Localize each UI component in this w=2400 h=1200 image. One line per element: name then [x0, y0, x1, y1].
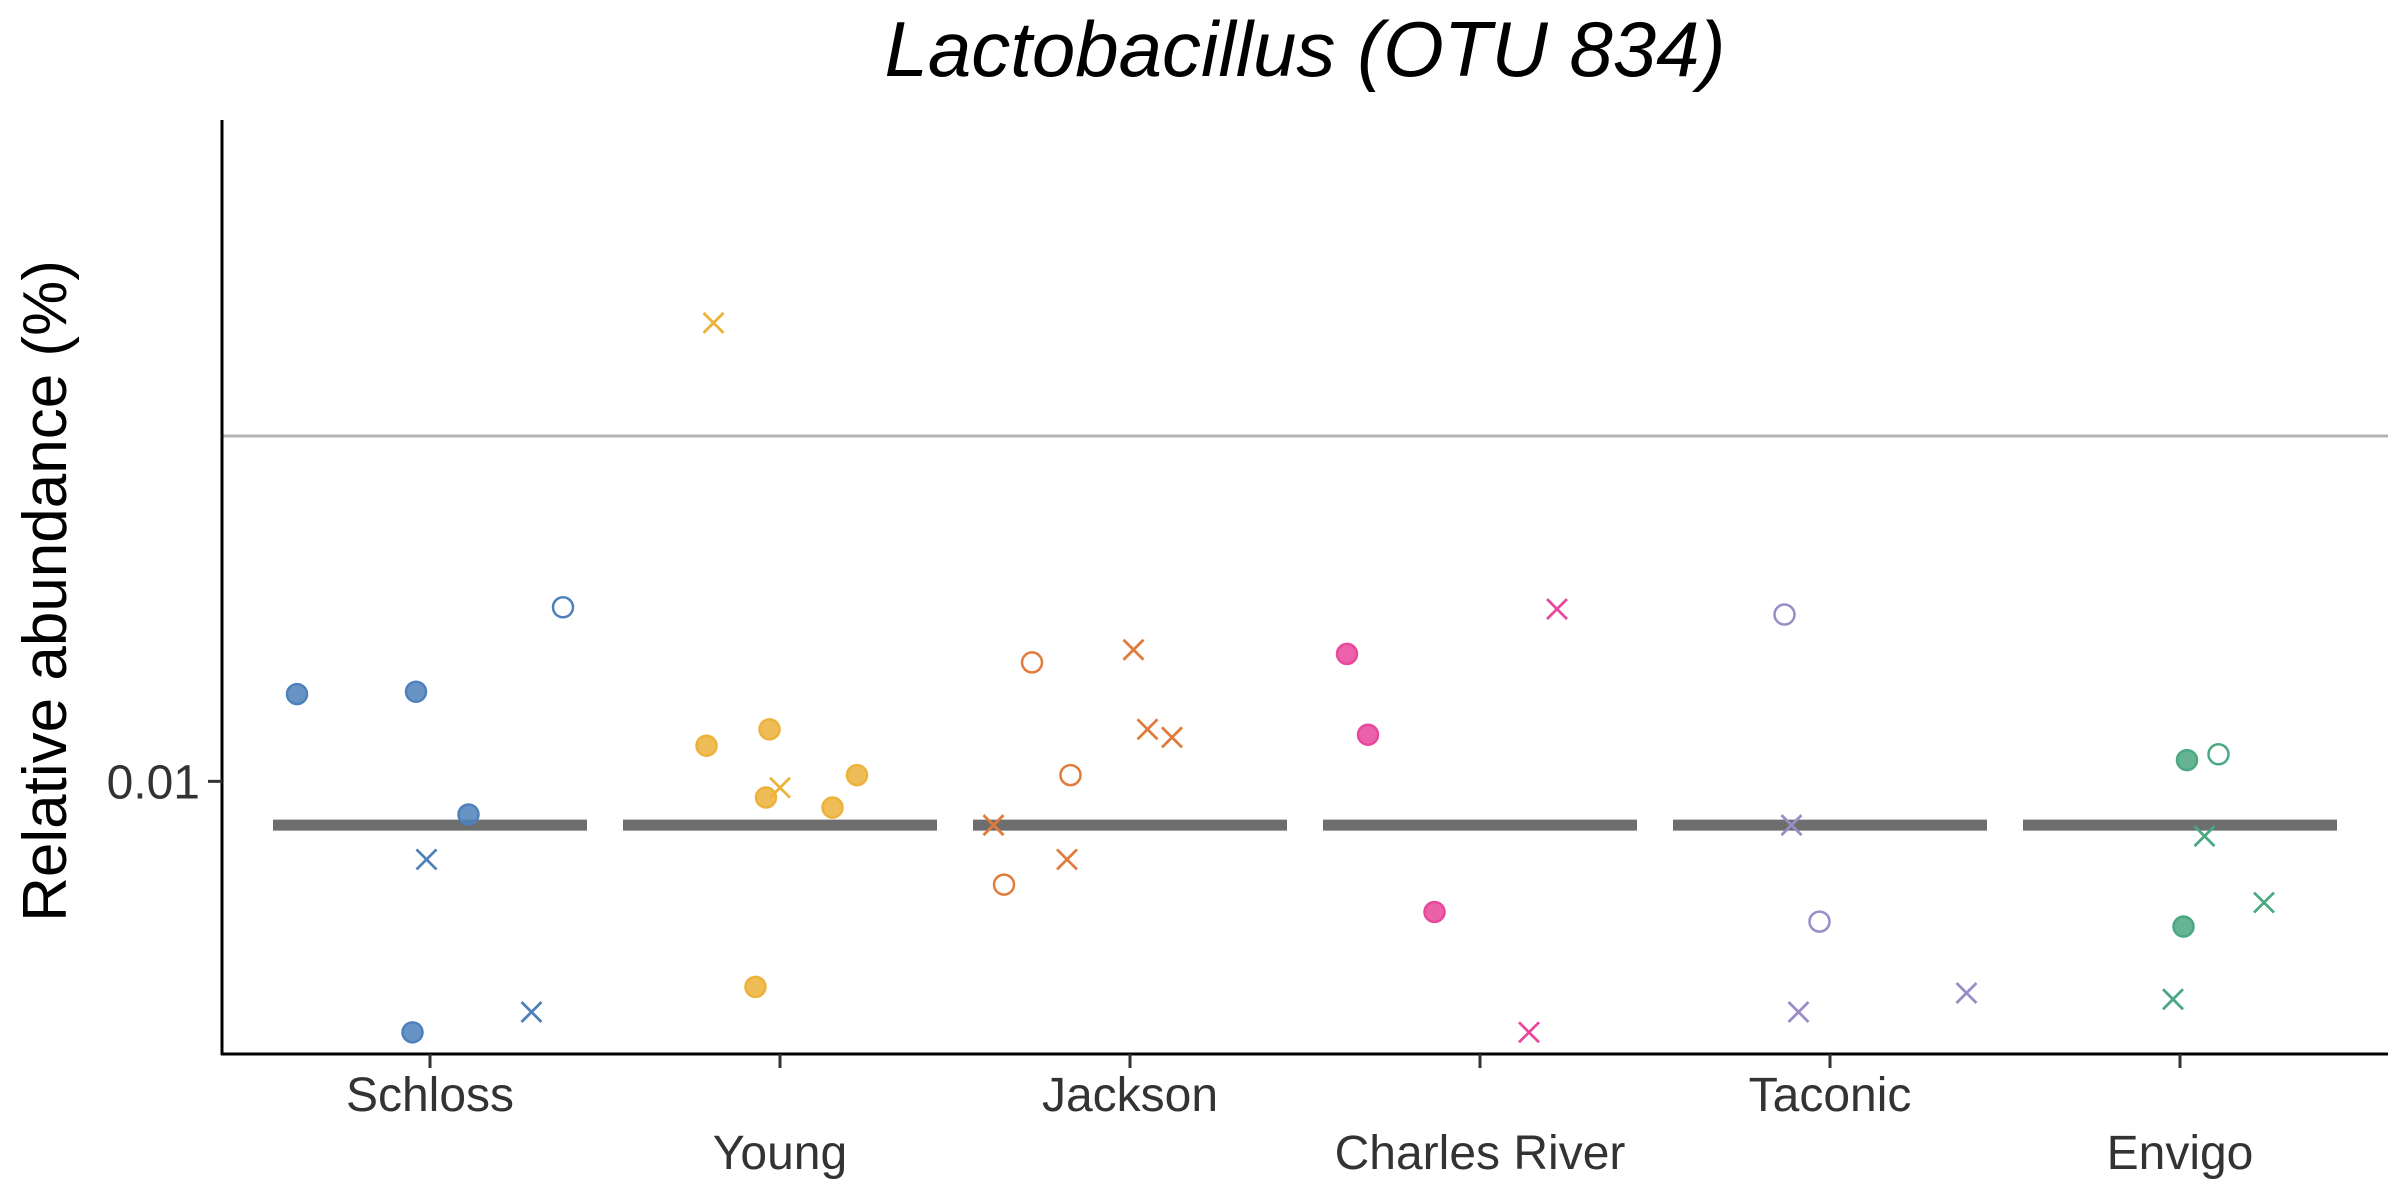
- data-point: [2162, 988, 2184, 1011]
- chart-title: Lactobacillus (OTU 834): [884, 5, 1725, 93]
- data-point: [845, 763, 869, 787]
- data-point: [285, 682, 309, 706]
- data-point: [1955, 981, 1978, 1004]
- data-point: [754, 786, 778, 809]
- data-point: [1161, 726, 1183, 749]
- data-point: [1020, 651, 1044, 674]
- data-point: [1136, 718, 1159, 741]
- x-tick-label: Envigo: [2107, 1127, 2254, 1180]
- y-axis-label: Relative abundance (%): [11, 260, 80, 922]
- data-point: [1808, 910, 1831, 933]
- data-point: [1356, 723, 1380, 746]
- data-point: [695, 734, 718, 757]
- data-point: [744, 975, 767, 999]
- data-point: [2253, 891, 2275, 914]
- data-point: [415, 848, 438, 871]
- data-point: [1122, 638, 1145, 661]
- data-point: [769, 776, 791, 799]
- x-tick-label: Jackson: [1042, 1069, 1218, 1122]
- data-point: [551, 596, 575, 619]
- data-point: [1335, 642, 1359, 666]
- data-point: [1773, 603, 1796, 626]
- y-tick-label: 0.01: [107, 756, 200, 809]
- data-point: [1780, 814, 1803, 837]
- data-point: [401, 1021, 424, 1044]
- x-tick-label: Schloss: [346, 1069, 514, 1122]
- data-point: [2172, 915, 2195, 938]
- data-point: [520, 1001, 543, 1024]
- data-point: [1059, 763, 1082, 787]
- data-point: [2193, 825, 2216, 848]
- data-point: [992, 873, 1016, 896]
- data-point: [1546, 598, 1568, 621]
- data-point: [1787, 1001, 1810, 1024]
- data-point: [1056, 848, 1078, 871]
- data-point: [2207, 743, 2230, 766]
- data-point: [2175, 748, 2199, 772]
- data-point: [1518, 1021, 1540, 1044]
- x-tick-label: Charles River: [1335, 1127, 1626, 1180]
- data-point: [982, 814, 1005, 837]
- plot-area: 0.01 Schloss Young Jackson Charles River Taco…: [107, 120, 2388, 1180]
- x-tick-label: Young: [713, 1127, 847, 1180]
- data-point: [821, 796, 844, 819]
- data-point: [702, 311, 725, 334]
- data-point: [758, 718, 781, 741]
- data-point: [457, 803, 480, 826]
- x-tick-label: Taconic: [1749, 1069, 1912, 1122]
- data-point: [1423, 900, 1446, 924]
- data-point: [404, 680, 428, 703]
